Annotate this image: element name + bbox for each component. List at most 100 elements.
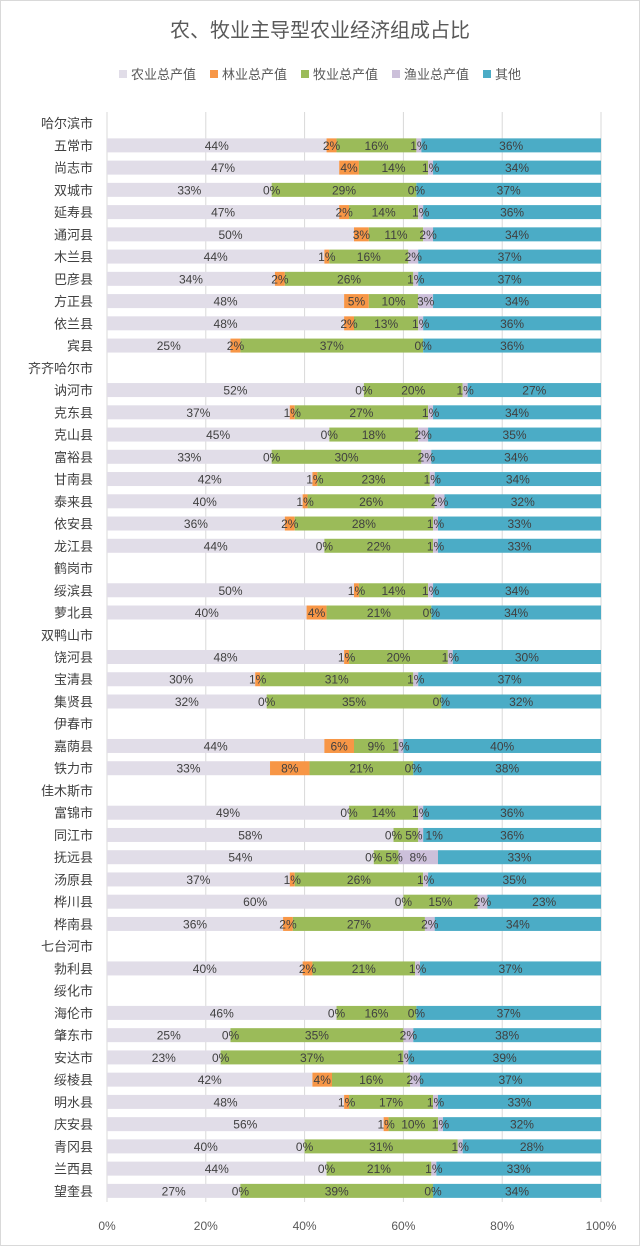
bar-segment bbox=[284, 271, 414, 286]
bar-segment bbox=[349, 205, 419, 220]
bar-segment bbox=[423, 316, 601, 331]
x-tick-label: 20% bbox=[194, 1219, 218, 1233]
bar-segment bbox=[408, 249, 419, 264]
bar-segment bbox=[428, 872, 601, 887]
data-label: 1% bbox=[407, 673, 425, 687]
bar-segment bbox=[317, 472, 430, 487]
bar-segment bbox=[354, 583, 359, 598]
bar-segment bbox=[284, 516, 295, 531]
data-label: 32% bbox=[510, 1118, 534, 1132]
bar-segment bbox=[107, 738, 325, 753]
bar-segment bbox=[452, 650, 601, 664]
data-label: 32% bbox=[511, 495, 535, 509]
data-label: 58% bbox=[238, 828, 262, 842]
data-label: 8% bbox=[281, 762, 299, 776]
category-label: 尚志市 bbox=[54, 161, 93, 176]
bar-segment bbox=[462, 383, 468, 398]
data-label: 52% bbox=[223, 384, 247, 398]
data-label: 2% bbox=[421, 917, 439, 931]
data-label: 49% bbox=[216, 806, 240, 820]
bar-segment bbox=[292, 916, 425, 931]
bar-segment bbox=[413, 761, 601, 776]
data-label: 40% bbox=[195, 606, 219, 620]
bar-segment bbox=[302, 961, 313, 976]
data-label: 0% bbox=[424, 1184, 442, 1198]
data-label: 36% bbox=[499, 139, 523, 153]
data-label: 34% bbox=[505, 228, 529, 242]
bar-segment bbox=[354, 316, 419, 331]
bar-segment bbox=[418, 827, 424, 842]
bar-segment bbox=[433, 538, 438, 553]
category-label: 七台河市 bbox=[41, 939, 93, 954]
data-label: 1% bbox=[427, 517, 445, 531]
bar-segment bbox=[107, 850, 374, 865]
category-label: 饶河县 bbox=[54, 650, 93, 665]
data-label: 33% bbox=[507, 517, 531, 531]
data-label: 56% bbox=[233, 1118, 257, 1132]
bar-segment bbox=[107, 1028, 231, 1043]
bar-segment bbox=[431, 449, 601, 464]
data-label: 1% bbox=[412, 806, 430, 820]
bar-segment bbox=[107, 1139, 305, 1154]
category-label: 勃利县 bbox=[54, 961, 93, 976]
bar-segment bbox=[240, 1183, 434, 1198]
data-label: 16% bbox=[364, 1006, 388, 1020]
bar-segment bbox=[418, 294, 434, 309]
bar-segment bbox=[431, 1161, 437, 1176]
data-label: 35% bbox=[503, 428, 527, 442]
data-label: 47% bbox=[211, 161, 235, 175]
bar-segment bbox=[107, 494, 303, 509]
bar-segment bbox=[442, 1117, 601, 1132]
data-label: 34% bbox=[505, 295, 529, 309]
x-tick-label: 100% bbox=[586, 1219, 617, 1233]
bar-segment bbox=[266, 694, 442, 709]
bar-segment bbox=[344, 650, 350, 664]
bar-segment bbox=[423, 205, 601, 220]
bar-segment bbox=[240, 338, 424, 353]
data-label: 5% bbox=[348, 295, 366, 309]
bar-segment bbox=[270, 761, 310, 776]
data-label: 20% bbox=[386, 651, 410, 665]
bar-segment bbox=[294, 516, 434, 531]
bar-segment bbox=[309, 761, 414, 776]
category-label: 青冈县 bbox=[54, 1139, 93, 1154]
bar-segment bbox=[433, 516, 438, 531]
bar-segment bbox=[428, 405, 434, 420]
x-tick-label: 0% bbox=[98, 1219, 116, 1233]
bar-segment bbox=[107, 805, 350, 820]
category-label: 齐齐哈尔市 bbox=[28, 361, 93, 376]
bar-segment bbox=[107, 516, 285, 531]
bar-segment bbox=[339, 205, 350, 220]
data-label: 14% bbox=[372, 806, 396, 820]
category-label: 佳木斯市 bbox=[41, 783, 93, 798]
data-label: 35% bbox=[342, 695, 366, 709]
data-label: 47% bbox=[211, 206, 235, 220]
data-label: 1% bbox=[422, 161, 440, 175]
data-label: 1% bbox=[284, 873, 302, 887]
bar-segment bbox=[107, 916, 284, 931]
data-label: 1% bbox=[432, 1118, 450, 1132]
category-label: 方正县 bbox=[54, 294, 93, 309]
data-label: 5% bbox=[385, 851, 403, 865]
bar-segment bbox=[433, 227, 601, 242]
category-label: 绥滨县 bbox=[54, 583, 93, 598]
category-label: 宾县 bbox=[67, 339, 93, 354]
bar-segment bbox=[312, 961, 416, 976]
bar-segment bbox=[312, 472, 318, 487]
data-label: 33% bbox=[507, 1095, 531, 1109]
data-label: 23% bbox=[152, 1051, 176, 1065]
bar-segment bbox=[107, 1050, 221, 1065]
data-label: 1% bbox=[407, 272, 425, 286]
data-label: 40% bbox=[490, 739, 514, 753]
bar-segment bbox=[107, 1072, 313, 1087]
bar-segment bbox=[107, 227, 354, 242]
data-label: 16% bbox=[357, 250, 381, 264]
bar-segment bbox=[388, 1117, 438, 1132]
category-label: 明水县 bbox=[54, 1095, 93, 1110]
data-label: 33% bbox=[507, 539, 531, 553]
category-label: 宝清县 bbox=[54, 672, 93, 687]
bar-segment bbox=[428, 583, 434, 598]
data-label: 4% bbox=[314, 1073, 332, 1087]
bar-segment bbox=[304, 1139, 458, 1154]
data-label: 38% bbox=[495, 762, 519, 776]
